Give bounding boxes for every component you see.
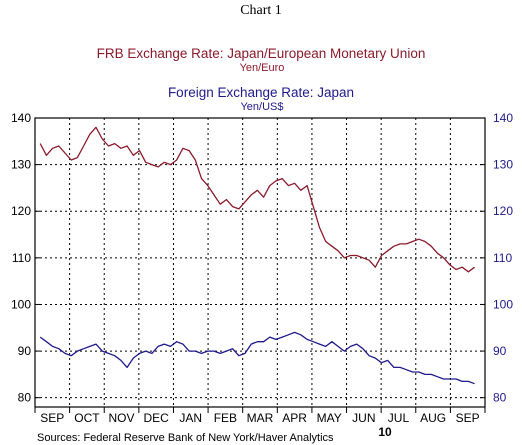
- series-line-1: [39, 126, 475, 273]
- y-left-tick-label: 130: [11, 158, 31, 172]
- axes: 80 90 100 110 120 130 140 80 90 100 110 120 130 140 SE…: [11, 111, 513, 425]
- series-2-title: Foreign Exchange Rate: Japan: [168, 85, 354, 100]
- series-2-unit: Yen/US$: [240, 101, 283, 113]
- x-tick-label: MAY: [317, 411, 342, 425]
- source-note: Sources: Federal Reserve Bank of New Yor…: [37, 432, 334, 444]
- x-tick-label: SEP: [40, 411, 64, 425]
- y-left-tick-label: 90: [18, 344, 32, 358]
- x-tick-label: JAN: [179, 411, 202, 425]
- grid-lines: [35, 118, 485, 407]
- x-tick-label: FEB: [214, 411, 237, 425]
- y-left-tick-label: 110: [12, 251, 31, 265]
- y-right-tick-label: 130: [493, 158, 513, 172]
- y-left-tick-label: 120: [11, 204, 31, 218]
- x-tick-label: NOV: [109, 411, 135, 425]
- plot-series: [39, 126, 475, 385]
- series-1-unit: Yen/Euro: [240, 62, 285, 74]
- y-left-tick-label: 140: [11, 111, 31, 125]
- series-line-2: [39, 331, 475, 385]
- x-tick-label: APR: [282, 411, 307, 425]
- x-tick-label: JUL: [388, 411, 410, 425]
- x-tick-label: AUG: [420, 411, 446, 425]
- plot-area-frame: [34, 117, 486, 408]
- y-left-tick-label: 100: [11, 297, 31, 311]
- y-right-tick-label: 110: [493, 251, 512, 265]
- y-right-tick-label: 100: [493, 297, 513, 311]
- series-1-title: FRB Exchange Rate: Japan/European Moneta…: [97, 46, 426, 61]
- x-tick-label: OCT: [74, 411, 100, 425]
- x-tick-label: MAR: [247, 411, 274, 425]
- y-right-tick-label: 140: [493, 111, 513, 125]
- y-left-tick-label: 80: [18, 391, 32, 405]
- y-right-tick-label: 80: [493, 391, 507, 405]
- y-right-tick-label: 90: [493, 344, 507, 358]
- chart-title: Chart 1: [240, 3, 282, 18]
- x-tick-label: DEC: [143, 411, 169, 425]
- x-tick-label: SEP: [456, 411, 480, 425]
- year-label: 10: [378, 425, 392, 439]
- y-right-tick-label: 120: [493, 204, 513, 218]
- x-tick-label: JUN: [352, 411, 375, 425]
